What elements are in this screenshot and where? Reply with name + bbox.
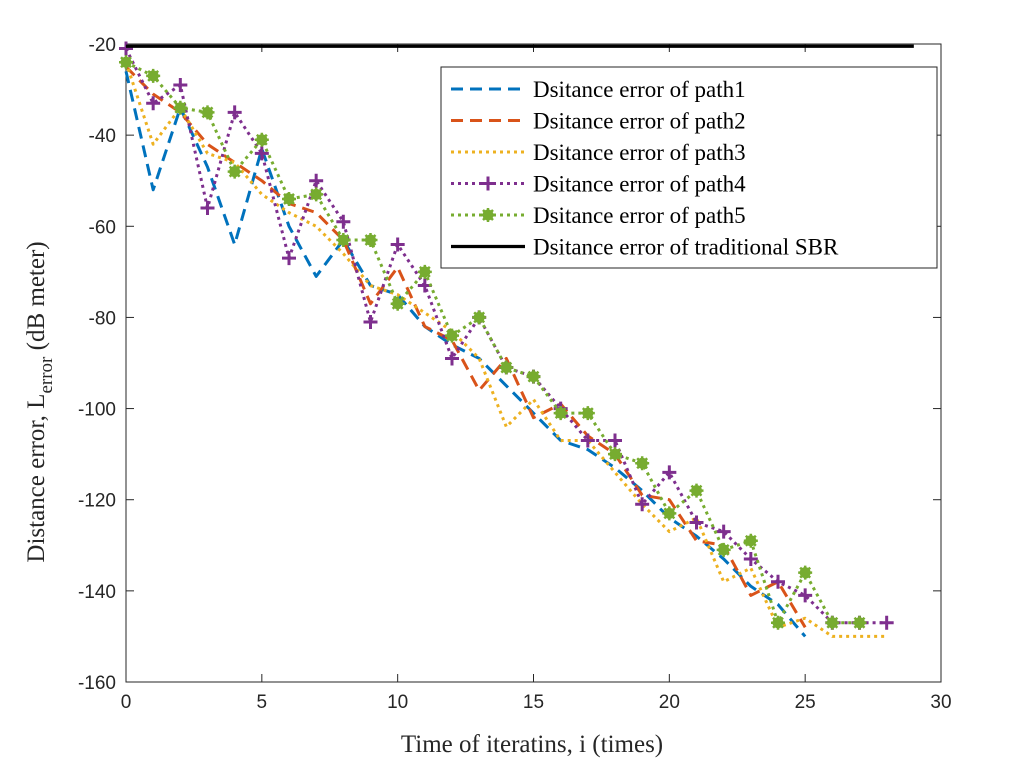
data-point-marker-spokes [309, 187, 324, 202]
legend-entry: Dsitance error of traditional SBR [451, 235, 839, 260]
series-line [124, 61, 887, 638]
data-point-marker-spokes [119, 55, 133, 70]
data-point-marker-spokes [363, 232, 378, 247]
x-tick-label: 15 [523, 692, 544, 713]
y-tick-label: -100 [78, 400, 116, 421]
data-point-marker [771, 574, 785, 589]
data-point-marker-spokes [662, 506, 677, 521]
legend-entry: Dsitance error of path4 [451, 172, 746, 197]
data-point-marker-spokes [825, 615, 840, 630]
x-axis-label: Time of iteratins, i (times) [401, 731, 663, 758]
data-point-marker [689, 515, 704, 530]
data-point-marker-spokes [227, 164, 242, 179]
data-point-marker [481, 176, 495, 191]
y-tick-label: -20 [89, 35, 116, 56]
y-tick-label: -40 [89, 126, 116, 147]
series-2 [124, 65, 807, 629]
data-point-marker [608, 433, 622, 448]
x-tick-label: 5 [257, 692, 268, 713]
data-point-marker-spokes [798, 565, 813, 580]
data-point-marker [662, 465, 677, 480]
series-3 [124, 61, 887, 638]
y-tick-label: -140 [78, 582, 116, 603]
legend-label: Dsitance error of path1 [533, 77, 746, 102]
y-tick-label: -160 [78, 673, 116, 694]
legend-label: Dsitance error of path3 [533, 140, 746, 165]
series-5 [119, 55, 867, 630]
data-point-marker-spokes [173, 100, 188, 115]
data-point-marker [200, 201, 215, 216]
data-point-marker-spokes [635, 456, 650, 471]
data-point-marker-spokes [254, 132, 269, 147]
data-point-marker-spokes [472, 310, 487, 325]
data-point-marker [635, 497, 650, 512]
legend-entry: Dsitance error of path2 [451, 109, 746, 134]
y-axis-label-subscript: error [36, 356, 57, 394]
data-point-marker [716, 524, 731, 539]
data-point-marker-spokes [445, 328, 459, 343]
legend: Dsitance error of path1 Dsitance error of… [440, 66, 938, 269]
data-point-marker-spokes [200, 105, 215, 120]
data-point-marker [390, 237, 405, 252]
data-point-marker-spokes [771, 615, 785, 630]
data-point-marker-spokes [852, 615, 867, 630]
y-axis-label: Distance error, Lerror (dB meter) [23, 241, 57, 562]
y-axis-label-main: Distance error, L [23, 394, 50, 563]
legend-entry: Dsitance error of path3 [451, 140, 746, 165]
data-point-marker [254, 146, 269, 161]
data-point-marker [336, 214, 351, 229]
data-point-marker-spokes [716, 542, 731, 557]
y-axis-label-unit: (dB meter) [23, 241, 50, 356]
data-point-marker-spokes [417, 264, 432, 279]
data-point-marker [146, 96, 161, 111]
x-tick-label: 0 [121, 692, 132, 713]
data-point-marker [119, 41, 133, 56]
x-tick-label: 10 [387, 692, 408, 713]
y-tick-label: -80 [89, 308, 116, 329]
y-tick-label: -60 [89, 217, 116, 238]
data-point-marker-spokes [282, 191, 296, 206]
data-point-marker [879, 615, 894, 630]
data-point-marker [445, 351, 459, 366]
data-point-marker-spokes [146, 68, 161, 83]
legend-box [440, 66, 938, 269]
y-axis-label-group: Distance error, Lerror (dB meter) [23, 241, 57, 562]
data-point-marker-spokes [336, 232, 351, 247]
data-point-marker-spokes [553, 406, 568, 421]
data-point-marker [363, 314, 378, 329]
data-point-marker-spokes [499, 360, 514, 375]
data-point-marker [798, 588, 813, 603]
data-point-marker-spokes [743, 533, 758, 548]
data-point-marker-spokes [580, 406, 595, 421]
series-line [124, 47, 887, 625]
legend-label: Dsitance error of path5 [533, 203, 746, 228]
legend-entry: Dsitance error of path1 [451, 77, 746, 102]
tick-labels: 0 5 10 15 20 25 30 -160 -140 -120 -100 -80 -60 -40 -20 [78, 35, 952, 713]
x-tick-label: 20 [659, 692, 680, 713]
data-point-marker [173, 78, 188, 93]
legend-label: Dsitance error of path4 [533, 172, 746, 197]
data-point-marker [580, 433, 595, 448]
legend-entry: Dsitance error of path5 [451, 203, 746, 228]
data-point-marker-spokes [526, 369, 541, 384]
data-point-marker [309, 173, 324, 188]
y-tick-label: -120 [78, 491, 116, 512]
series-line [125, 60, 860, 625]
series-line [124, 65, 807, 629]
data-series [119, 41, 914, 638]
x-tick-label: 25 [795, 692, 816, 713]
data-point-marker-spokes [390, 296, 405, 311]
legend-label: Dsitance error of traditional SBR [533, 235, 839, 260]
data-point-marker [227, 105, 242, 120]
legend-label: Dsitance error of path2 [533, 109, 746, 134]
x-tick-label: 30 [930, 692, 951, 713]
data-point-marker-spokes [481, 208, 495, 222]
data-point-marker [282, 251, 296, 266]
data-point-marker [743, 551, 758, 566]
data-point-marker-spokes [608, 447, 622, 462]
data-point-marker-spokes [689, 483, 704, 498]
